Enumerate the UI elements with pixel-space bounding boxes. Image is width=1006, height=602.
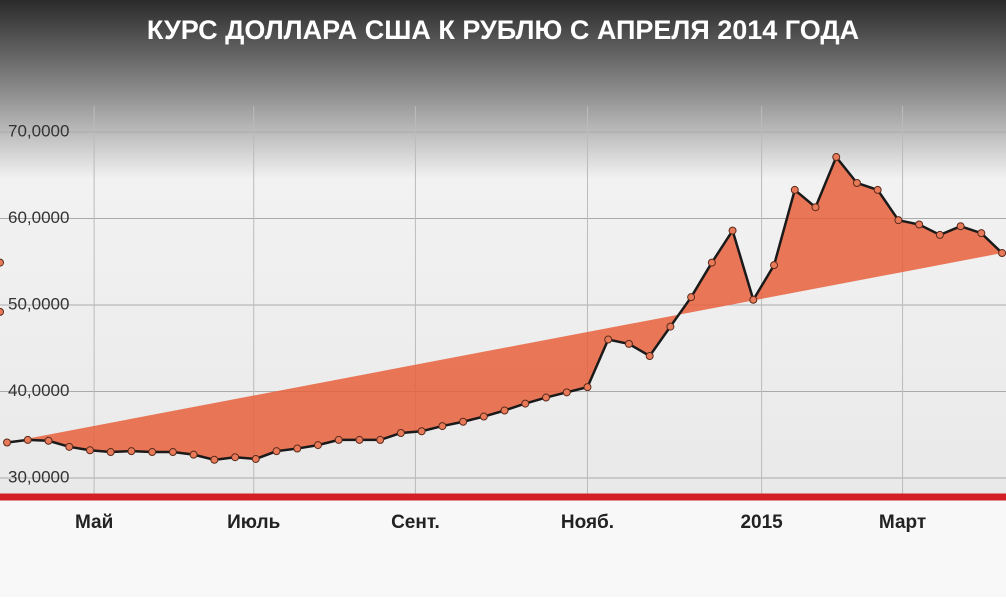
marker: [396, 428, 405, 437]
marker: [127, 447, 136, 456]
marker: [189, 450, 198, 459]
marker: [44, 436, 53, 445]
marker: [355, 435, 364, 444]
marker: [542, 393, 551, 402]
marker: [272, 447, 281, 456]
marker: [65, 442, 74, 451]
marker: [811, 203, 820, 212]
marker: [438, 422, 447, 431]
marker: [479, 412, 488, 421]
marker: [521, 399, 530, 408]
marker: [749, 295, 758, 304]
chart-title: КУРС ДОЛЛАРА США К РУБЛЮ С АПРЕЛЯ 2014 Г…: [147, 15, 859, 45]
marker: [417, 427, 426, 436]
marker: [0, 258, 4, 267]
marker: [770, 261, 779, 270]
marker: [231, 453, 240, 462]
marker: [687, 293, 696, 302]
x-tick-label: Июль: [227, 512, 280, 533]
marker: [106, 448, 115, 457]
marker: [583, 383, 592, 392]
marker: [707, 258, 716, 267]
marker: [604, 335, 613, 344]
marker: [562, 388, 571, 397]
x-tick-label: 2015: [740, 512, 783, 533]
marker: [3, 438, 12, 447]
marker: [293, 444, 302, 453]
y-tick-label: 50,0000: [8, 294, 69, 313]
marker: [0, 307, 4, 316]
marker: [728, 226, 737, 235]
marker: [313, 441, 322, 450]
x-tick-label: Май: [75, 512, 113, 533]
y-tick-label: 40,0000: [8, 381, 69, 400]
marker: [624, 339, 633, 348]
y-tick-label: 70,0000: [8, 121, 69, 140]
marker: [790, 185, 799, 194]
marker: [376, 435, 385, 444]
marker: [915, 220, 924, 229]
y-tick-label: 30,0000: [8, 467, 69, 486]
marker: [956, 222, 965, 231]
marker: [23, 435, 32, 444]
marker: [85, 446, 94, 455]
x-tick-label: Март: [879, 512, 926, 533]
x-tick-label: Нояб.: [561, 512, 614, 533]
marker: [832, 153, 841, 162]
y-tick-label: 60,0000: [8, 208, 69, 227]
area: [7, 157, 1003, 460]
x-tick-label: Сент.: [391, 512, 440, 533]
marker: [334, 435, 343, 444]
marker: [168, 448, 177, 457]
marker: [210, 455, 219, 464]
marker: [894, 216, 903, 225]
marker: [873, 185, 882, 194]
axis-band: [0, 500, 1006, 597]
marker: [148, 448, 157, 457]
marker: [645, 351, 654, 360]
marker: [977, 229, 986, 238]
marker: [935, 230, 944, 239]
marker: [852, 178, 861, 187]
marker: [251, 454, 260, 463]
marker: [666, 322, 675, 331]
marker: [459, 417, 468, 426]
marker: [998, 249, 1006, 258]
marker: [500, 406, 509, 415]
